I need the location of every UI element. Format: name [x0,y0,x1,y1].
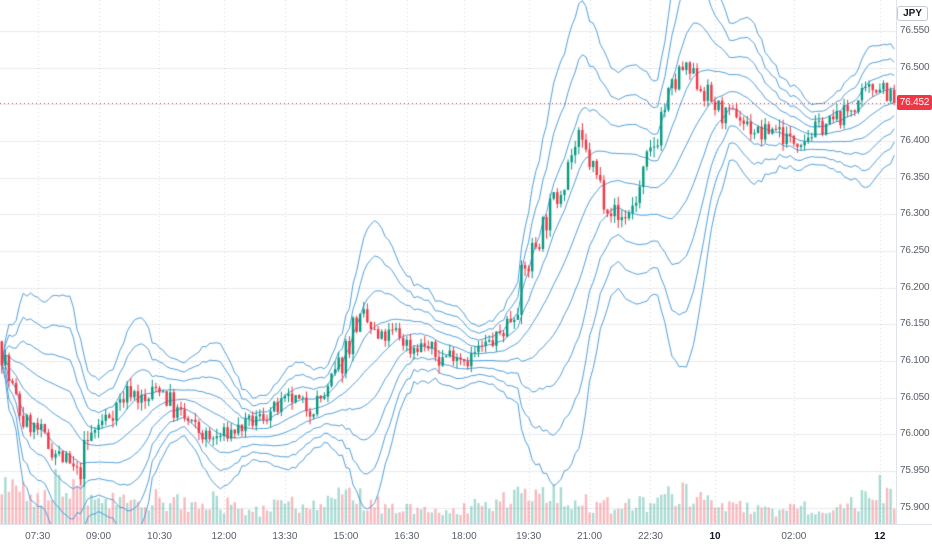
time-axis[interactable]: 07:30 09:00 10:30 12:00 13:30 15:00 16:30 18:00… [0,524,932,550]
price-tick-label: 76.300 [900,208,930,220]
time-axis-label: 12:00 [211,531,237,542]
time-axis-label: 16:30 [394,531,420,542]
time-axis-label: 07:30 [25,531,51,542]
price-tick-label: 76.500 [900,61,930,73]
last-price-badge: 76.452 [897,95,932,111]
price-axis[interactable]: 76.55076.50076.45076.40076.35076.30076.2… [896,0,932,524]
time-axis-label: 02:00 [781,531,807,542]
time-axis-label: 10 [709,531,721,542]
price-tick-label: 76.000 [900,428,930,440]
price-tick-label: 76.400 [900,134,930,146]
time-axis-label: 22:30 [637,531,663,542]
time-axis-label: 10:30 [146,531,172,542]
price-tick-label: 76.550 [900,24,930,36]
time-axis-label: 09:00 [86,531,112,542]
price-tick-label: 76.250 [900,244,930,256]
price-tick-label: 76.350 [900,171,930,183]
time-axis-label: 12 [874,531,886,542]
price-tick-label: 75.950 [900,465,930,477]
price-tick-label: 76.150 [900,318,930,330]
time-axis-label: 15:00 [333,531,359,542]
time-axis-label: 18:00 [451,531,477,542]
price-tick-label: 76.200 [900,281,930,293]
time-axis-label: 21:00 [577,531,603,542]
currency-chip[interactable]: JPY [897,6,928,21]
price-chart-canvas[interactable] [0,0,896,524]
price-tick-label: 76.050 [900,391,930,403]
time-axis-label: 13:30 [272,531,298,542]
price-tick-label: 76.100 [900,355,930,367]
price-tick-label: 75.900 [900,501,930,513]
time-axis-label: 19:30 [516,531,542,542]
